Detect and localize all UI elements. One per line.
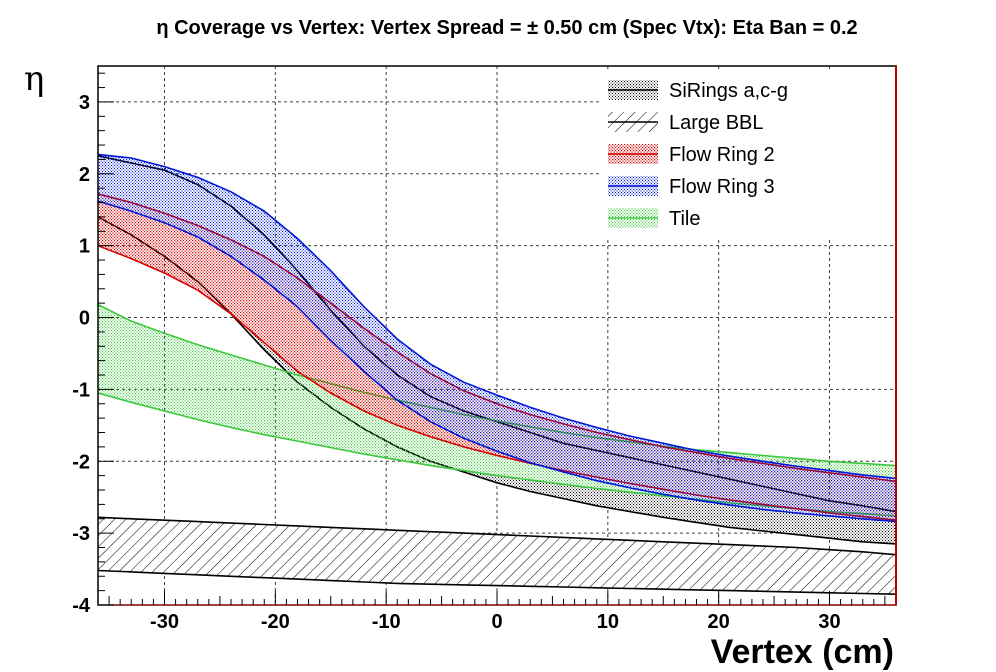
- legend-item: Tile: [608, 208, 700, 230]
- band-large-bbl: [98, 516, 896, 595]
- band-flow-ring-3: [98, 153, 896, 523]
- band-upper-edge: [98, 153, 896, 480]
- y-tick-label: -1: [72, 379, 90, 401]
- legend-label: SiRings a,c-g: [669, 80, 788, 102]
- legend: SiRings a,c-g Large BBL Flow Ring 2 Flow Ri…: [599, 71, 893, 239]
- x-tick-label: -20: [261, 611, 290, 633]
- band-upper-edge: [98, 516, 896, 556]
- legend-item: Flow Ring 3: [608, 176, 775, 198]
- legend-label: Large BBL: [669, 112, 764, 134]
- y-tick-label: 3: [79, 92, 90, 114]
- x-tick-label: 30: [818, 611, 840, 633]
- legend-label: Flow Ring 3: [669, 176, 775, 198]
- y-tick-label: 1: [79, 236, 90, 258]
- x-tick-label: -10: [372, 611, 401, 633]
- y-tick-label: -3: [72, 523, 90, 545]
- band-fill: [98, 517, 896, 595]
- y-tick-label: 2: [79, 164, 90, 186]
- band-fill: [98, 154, 896, 522]
- coverage-bands: [98, 153, 896, 595]
- legend-item: SiRings a,c-g: [608, 80, 788, 102]
- legend-label: Tile: [669, 208, 700, 230]
- chart-title: η Coverage vs Vertex: Vertex Spread = ± …: [156, 17, 857, 39]
- band-lower-edge: [98, 200, 896, 523]
- x-tick-label: 0: [491, 611, 502, 633]
- legend-item: Large BBL: [608, 112, 764, 134]
- y-tick-label: -2: [72, 451, 90, 473]
- x-tick-label: 10: [597, 611, 619, 633]
- band-lower-edge: [98, 569, 896, 595]
- axis-ticks: [98, 72, 886, 606]
- x-tick-label: 20: [708, 611, 730, 633]
- y-tick-label: 0: [79, 308, 90, 330]
- x-axis-title: Vertex (cm): [711, 633, 894, 671]
- x-tick-label: -30: [150, 611, 179, 633]
- y-axis-title: η: [24, 59, 44, 99]
- y-tick-label: -4: [72, 595, 91, 617]
- legend-label: Flow Ring 2: [669, 144, 775, 166]
- legend-item: Flow Ring 2: [608, 144, 775, 166]
